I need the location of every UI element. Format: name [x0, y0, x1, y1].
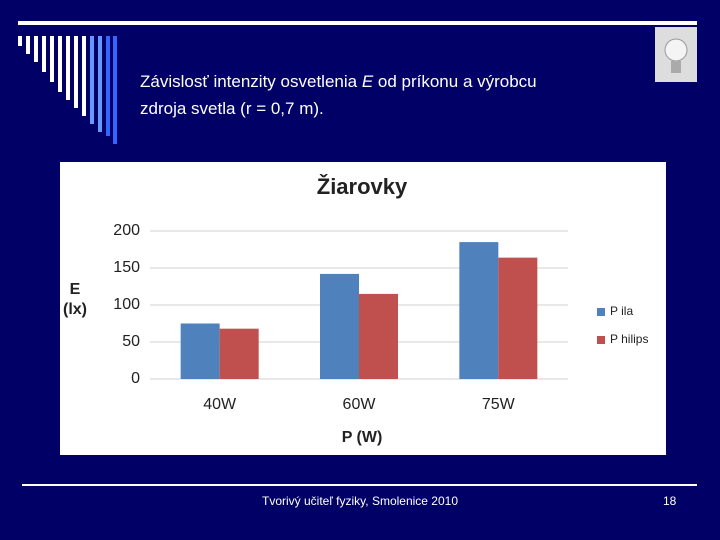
- decoration: [18, 36, 117, 144]
- y-tick-label: 50: [122, 333, 140, 350]
- x-tick-label: 60W: [343, 396, 377, 413]
- footer-text: Tvorivý učiteľ fyziky, Smolenice 2010: [261, 494, 458, 508]
- y-tick-label: 200: [113, 222, 140, 239]
- y-axis-title-box: E (lx): [63, 281, 87, 318]
- bar: [180, 323, 220, 379]
- legend-swatch: [597, 336, 605, 344]
- y-tick-label: 100: [113, 296, 140, 313]
- y-axis-title: E (lx): [63, 281, 87, 318]
- chart: Žiarovky P (W) E (lx) 0 50 100 150 200 40W 60W…: [60, 162, 666, 455]
- bulb: [664, 38, 688, 62]
- legend-label: P hilips: [610, 332, 648, 346]
- bar: [359, 293, 398, 379]
- bar: [219, 328, 259, 379]
- slide-title: Závislosť intenzity osvetlenia E od prík…: [140, 68, 560, 122]
- y-tick-label: 150: [113, 259, 140, 276]
- title-text: od príkonu a výrobcu zdroja svetla (r = …: [140, 72, 537, 118]
- title-symbol: E: [361, 72, 374, 91]
- x-tick-label: 40W: [203, 396, 237, 413]
- legend-swatch: [597, 308, 605, 316]
- bar: [320, 273, 359, 379]
- page-number: 18: [663, 494, 677, 508]
- legend-label: P ila: [610, 304, 633, 318]
- title-text: Závislosť intenzity osvetlenia: [140, 72, 362, 91]
- bar: [498, 257, 538, 379]
- chart-title: Žiarovky: [317, 174, 408, 199]
- bar: [459, 242, 499, 379]
- x-tick-label: 75W: [482, 396, 516, 413]
- x-axis-title: P (W): [342, 429, 383, 446]
- y-tick-label: 0: [131, 370, 140, 387]
- bulb-base: [671, 61, 681, 73]
